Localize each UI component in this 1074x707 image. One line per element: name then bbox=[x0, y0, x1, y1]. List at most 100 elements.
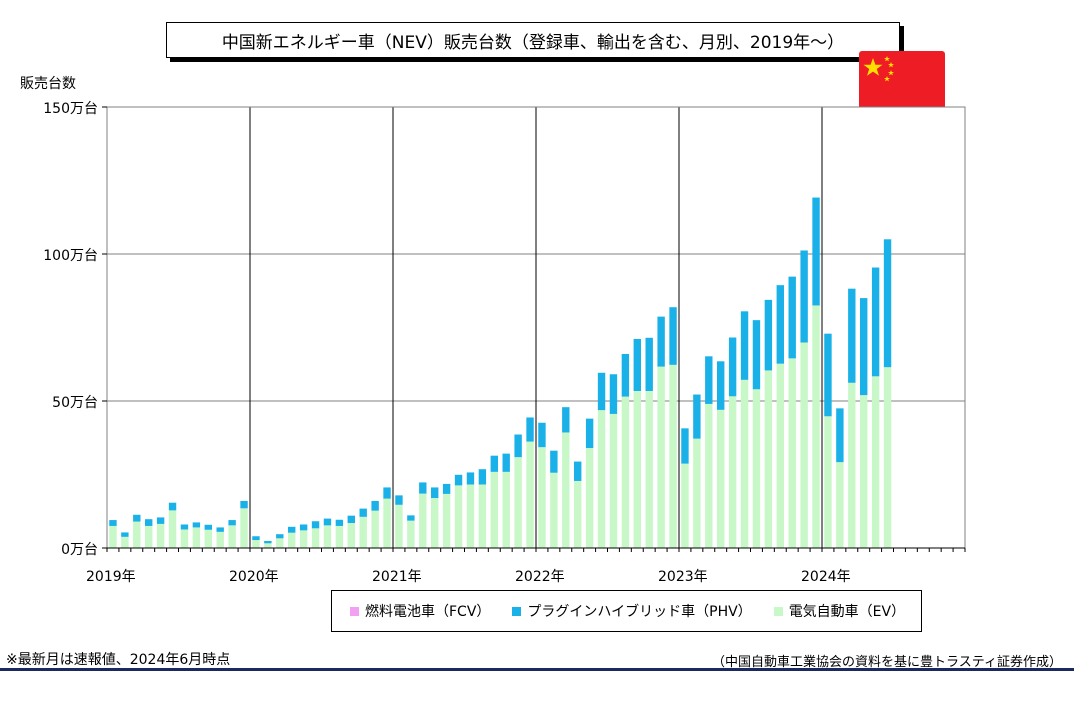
bar-segment bbox=[681, 463, 689, 548]
bar-segment bbox=[609, 413, 618, 548]
bar-segment bbox=[609, 374, 618, 414]
bar-segment bbox=[871, 267, 880, 377]
bar-segment bbox=[621, 353, 630, 397]
bar-segment bbox=[359, 516, 367, 548]
bar-segment bbox=[121, 536, 129, 548]
bar-segment bbox=[395, 504, 403, 548]
bar-segment bbox=[860, 395, 868, 548]
bar-segment bbox=[109, 525, 117, 548]
bar-segment bbox=[693, 438, 701, 548]
bar-segment bbox=[311, 528, 320, 548]
bar-segment bbox=[740, 311, 749, 380]
bar-segment bbox=[371, 510, 379, 548]
legend-label-fcv: 燃料電池車（FCV） bbox=[365, 604, 491, 620]
bar-segment bbox=[752, 320, 761, 390]
bar-segment bbox=[419, 493, 427, 548]
x-tick-label: 2020年 bbox=[229, 569, 279, 585]
bar-segment bbox=[657, 366, 665, 548]
bar-segment bbox=[395, 495, 403, 505]
bar-segment bbox=[192, 522, 201, 528]
bar-segment bbox=[764, 370, 773, 548]
bar-segment bbox=[633, 391, 641, 548]
bar-segment bbox=[883, 239, 892, 368]
y-tick-label: 150万台 bbox=[43, 101, 98, 117]
bar-segment bbox=[335, 525, 344, 548]
bar-segment bbox=[490, 455, 498, 472]
bar-segment bbox=[371, 500, 379, 511]
x-tick-label: 2022年 bbox=[515, 569, 565, 585]
bar-segment bbox=[156, 517, 165, 524]
bar-segment bbox=[764, 299, 773, 371]
bar-segment bbox=[145, 519, 153, 526]
bar-segment bbox=[538, 447, 546, 548]
bar-segment bbox=[168, 510, 177, 548]
bar-segment bbox=[812, 305, 820, 548]
bar-segment bbox=[228, 525, 236, 548]
bar-segment bbox=[299, 530, 308, 548]
bar-segment bbox=[550, 472, 558, 548]
y-tick-label: 50万台 bbox=[52, 395, 98, 411]
y-axis-label: 販売台数 bbox=[20, 76, 76, 92]
bar-segment bbox=[490, 471, 498, 548]
bar-segment bbox=[383, 487, 391, 499]
bar-segment bbox=[276, 534, 284, 539]
bar-segment bbox=[669, 364, 677, 548]
bar-segment bbox=[323, 518, 332, 526]
bar-segment bbox=[526, 441, 534, 548]
bar-segment bbox=[788, 276, 796, 359]
bar-segment bbox=[323, 525, 332, 548]
x-tick-label: 2024年 bbox=[801, 569, 851, 585]
bar-segment bbox=[585, 418, 594, 449]
x-tick-label: 2019年 bbox=[86, 569, 136, 585]
bar-segment bbox=[776, 363, 784, 548]
bar-segment bbox=[145, 525, 153, 548]
bar-segment bbox=[133, 514, 141, 522]
bar-segment bbox=[562, 407, 570, 433]
bar-segment bbox=[597, 372, 606, 411]
bar-segment bbox=[228, 520, 236, 526]
bar-segment bbox=[776, 285, 784, 364]
bar-segment bbox=[848, 382, 856, 548]
bar-segment bbox=[359, 508, 367, 517]
bar-segment bbox=[407, 515, 415, 521]
bar-segment bbox=[717, 409, 725, 548]
bar-segment bbox=[633, 338, 641, 392]
legend-swatch-fcv bbox=[350, 606, 359, 616]
bar-segment bbox=[681, 428, 689, 464]
legend-swatch-ev bbox=[773, 606, 783, 616]
bar-segment bbox=[752, 389, 761, 548]
bar-segment bbox=[478, 484, 487, 548]
legend-item-ev: 電気自動車（EV） bbox=[773, 601, 905, 621]
bar-segment bbox=[156, 523, 165, 548]
bar-segment bbox=[383, 498, 391, 548]
bar-segment bbox=[848, 288, 856, 383]
bar-segment bbox=[526, 417, 534, 442]
china-flag-icon bbox=[859, 51, 945, 113]
chart-legend: 燃料電池車（FCV） プラグインハイブリッド車（PHV） 電気自動車（EV） bbox=[331, 590, 922, 632]
bar-segment bbox=[264, 540, 272, 544]
bar-segment bbox=[812, 197, 820, 306]
bar-segment bbox=[431, 487, 439, 499]
bar-segment bbox=[824, 333, 832, 417]
bar-segment bbox=[514, 434, 522, 458]
bar-segment bbox=[454, 485, 463, 548]
legend-item-phv: プラグインハイブリッド車（PHV） bbox=[512, 601, 752, 621]
bar-segment bbox=[800, 342, 808, 548]
bar-segment bbox=[311, 521, 320, 529]
bar-segment bbox=[693, 394, 701, 439]
x-tick-label: 2021年 bbox=[372, 569, 422, 585]
bar-segment bbox=[216, 531, 224, 548]
bar-segment bbox=[597, 410, 606, 548]
bar-segment bbox=[240, 500, 248, 509]
bar-segment bbox=[168, 502, 177, 511]
bar-segment bbox=[502, 471, 510, 548]
bar-segment bbox=[550, 450, 558, 473]
bar-segment bbox=[288, 532, 296, 548]
bar-segment bbox=[216, 527, 224, 532]
bar-segment bbox=[264, 543, 272, 548]
bar-segment bbox=[836, 462, 844, 548]
bar-segment bbox=[276, 538, 284, 548]
bar-segment bbox=[442, 493, 451, 548]
bar-segment bbox=[347, 523, 355, 548]
bar-segment bbox=[431, 498, 439, 548]
